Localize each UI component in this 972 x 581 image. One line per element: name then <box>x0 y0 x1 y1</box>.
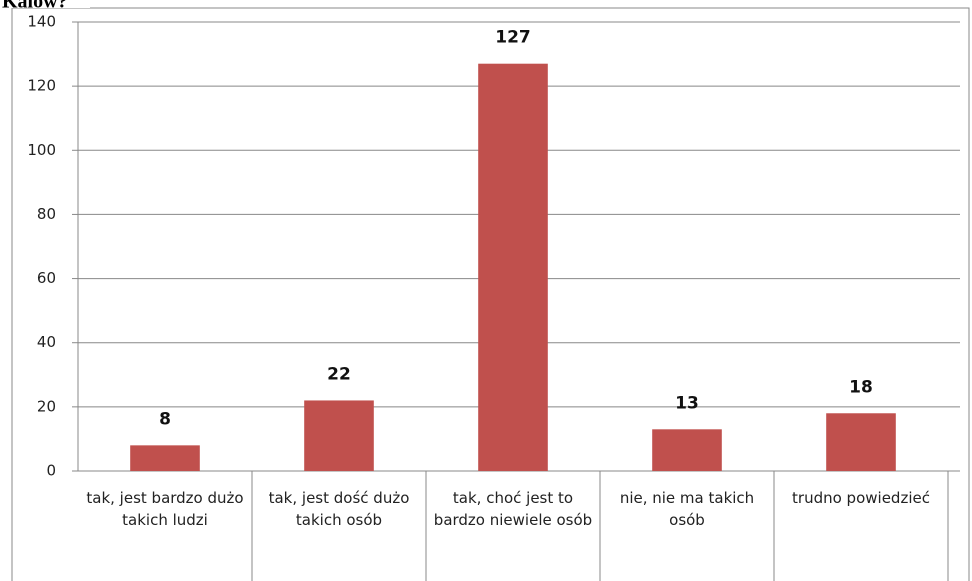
data-label: 22 <box>327 364 351 384</box>
y-tick-label: 60 <box>37 269 56 287</box>
y-tick-label: 80 <box>37 205 56 223</box>
data-label: 127 <box>495 28 531 48</box>
bar <box>826 413 896 471</box>
x-tick-label: tak, jest dość dużo takich osób <box>268 489 410 529</box>
x-tick-label: tak, jest bardzo dużo takich ludzi <box>86 489 244 529</box>
bar <box>478 63 548 471</box>
chart-title: Kalów? <box>2 0 68 13</box>
bar <box>304 400 374 471</box>
y-tick-label: 20 <box>37 397 56 415</box>
data-label: 13 <box>675 393 699 413</box>
x-tick-label-box: tak, jest bardzo dużo takich ludzi <box>86 489 244 529</box>
x-tick-label: tak, choć jest to bardzo niewiele osób <box>433 489 593 529</box>
data-label: 8 <box>159 409 171 429</box>
x-tick-label-box: nie, nie ma takich osób <box>619 489 755 529</box>
data-label: 18 <box>849 377 873 397</box>
x-tick-label: nie, nie ma takich osób <box>619 489 755 529</box>
y-tick-label: 100 <box>27 141 56 159</box>
x-tick-label-box: trudno powiedzieć <box>792 489 930 507</box>
chart-border <box>11 7 970 581</box>
x-tick-label-box: tak, jest dość dużo takich osób <box>268 489 410 529</box>
y-tick-label: 140 <box>27 13 56 31</box>
title-background <box>0 0 90 8</box>
y-tick-label: 120 <box>27 77 56 95</box>
x-tick-label-box: tak, choć jest to bardzo niewiele osób <box>433 489 593 529</box>
bar <box>130 445 200 471</box>
bar <box>652 429 722 471</box>
y-tick-label: 0 <box>46 462 56 480</box>
y-tick-label: 40 <box>37 333 56 351</box>
x-tick-label: trudno powiedzieć <box>792 489 930 507</box>
